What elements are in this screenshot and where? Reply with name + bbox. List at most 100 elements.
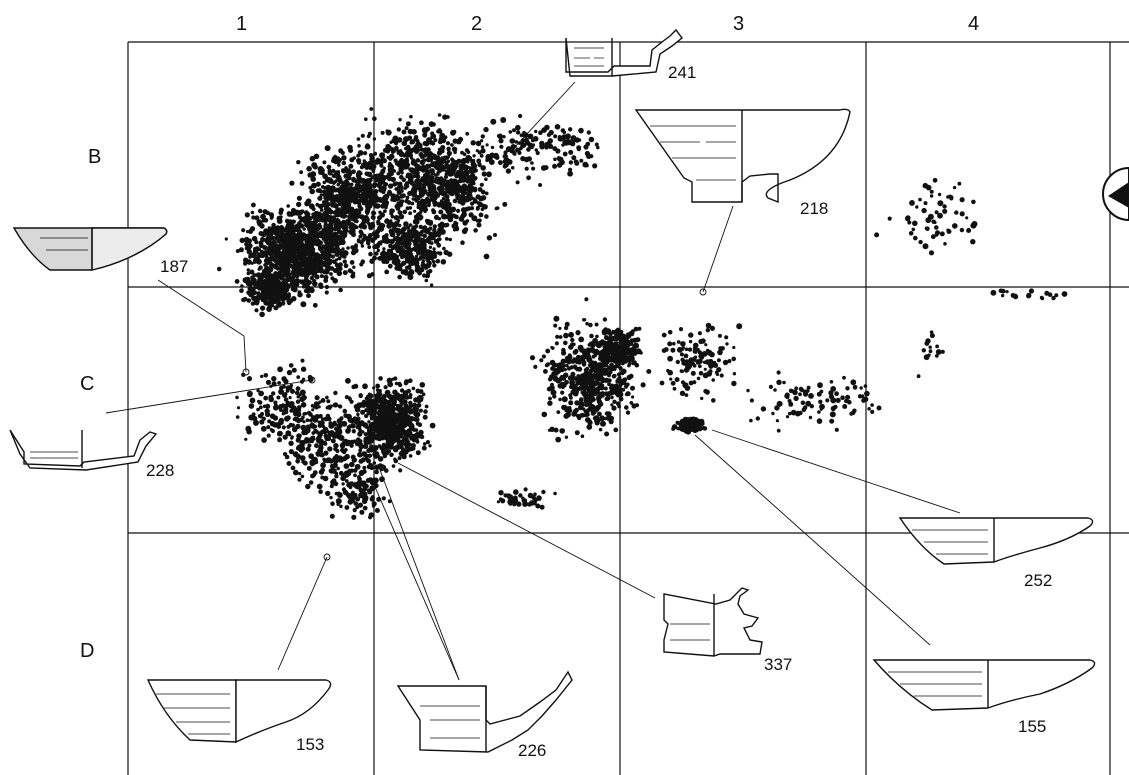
- find-spot: [366, 394, 370, 399]
- find-spot: [264, 408, 270, 414]
- find-spot: [732, 372, 737, 376]
- find-spot: [332, 421, 338, 427]
- find-spot: [333, 390, 338, 396]
- find-spot: [438, 188, 445, 195]
- find-spot: [353, 218, 358, 223]
- find-spot: [438, 209, 444, 215]
- find-spot: [408, 432, 412, 436]
- find-spot: [515, 130, 521, 135]
- find-spot: [371, 210, 376, 216]
- find-spot: [466, 160, 470, 164]
- find-spot: [352, 248, 357, 253]
- find-spot: [419, 159, 426, 166]
- find-spot: [389, 452, 394, 458]
- find-spot: [294, 261, 299, 266]
- find-spot: [445, 141, 451, 146]
- find-spot: [615, 392, 622, 398]
- find-spot: [394, 160, 400, 166]
- find-spot: [356, 424, 362, 430]
- find-spot: [367, 131, 372, 136]
- find-spot: [429, 241, 434, 246]
- find-spot: [425, 163, 430, 168]
- find-spot: [306, 212, 311, 217]
- find-spot: [369, 155, 375, 162]
- find-spot: [592, 163, 598, 169]
- find-spot: [416, 402, 422, 408]
- find-spot: [341, 160, 347, 166]
- find-spot: [279, 225, 283, 229]
- find-spot: [381, 442, 386, 447]
- find-spot: [391, 168, 396, 173]
- find-spot: [396, 149, 400, 153]
- find-spot: [399, 199, 404, 204]
- find-spot: [372, 173, 379, 180]
- find-spot: [604, 411, 610, 416]
- find-spot: [548, 396, 552, 401]
- find-spot: [709, 351, 715, 358]
- find-spot: [467, 192, 472, 197]
- find-spot: [367, 206, 371, 210]
- find-spot: [587, 420, 593, 426]
- find-spot: [295, 453, 302, 460]
- find-spot: [423, 147, 429, 153]
- find-spot: [281, 412, 285, 416]
- find-spot: [335, 498, 342, 505]
- find-spot: [568, 331, 574, 338]
- find-spot: [336, 270, 343, 277]
- find-spot: [358, 448, 363, 453]
- find-spot: [361, 451, 368, 457]
- find-spot: [422, 442, 427, 446]
- find-spot: [257, 208, 263, 214]
- find-spot: [619, 348, 625, 354]
- find-spot: [615, 329, 619, 334]
- find-spot: [334, 474, 339, 479]
- find-spot: [562, 135, 567, 141]
- find-spot: [252, 415, 258, 422]
- find-spot: [397, 274, 402, 280]
- find-spot: [379, 240, 383, 245]
- find-spot: [473, 168, 478, 173]
- find-spot: [480, 148, 486, 154]
- find-spot: [563, 332, 569, 339]
- find-spots: [216, 107, 1068, 520]
- find-spot: [587, 343, 592, 347]
- find-spot: [357, 144, 361, 148]
- find-spot: [440, 147, 445, 152]
- find-spot: [366, 458, 371, 464]
- find-spot: [563, 139, 570, 146]
- find-spot: [606, 330, 611, 335]
- find-spot: [359, 188, 363, 193]
- find-spot: [374, 393, 378, 398]
- find-spot: [344, 479, 349, 483]
- find-spot: [575, 330, 581, 336]
- find-spot: [497, 160, 503, 166]
- find-spot: [539, 358, 544, 363]
- find-spot: [344, 505, 350, 510]
- find-spot: [560, 358, 566, 364]
- find-spot: [736, 323, 743, 330]
- find-spot: [429, 196, 436, 202]
- find-spot: [515, 180, 520, 185]
- find-spot: [284, 259, 289, 264]
- find-spot: [605, 368, 610, 372]
- find-spot: [614, 337, 619, 342]
- find-spot: [586, 386, 591, 391]
- column-label-1: 1: [236, 13, 247, 35]
- find-spot: [413, 145, 417, 150]
- find-spot: [409, 270, 415, 275]
- find-spot: [441, 196, 446, 201]
- find-spot: [319, 274, 324, 279]
- find-spot: [593, 415, 600, 422]
- find-spot: [330, 185, 336, 192]
- find-spot: [550, 389, 557, 396]
- find-spot: [313, 401, 320, 407]
- find-spot: [357, 431, 363, 437]
- find-spot: [414, 178, 421, 185]
- find-spot: [336, 491, 341, 496]
- find-spot: [372, 386, 376, 390]
- find-spot: [374, 251, 379, 256]
- find-spot: [306, 424, 310, 429]
- find-spot: [373, 447, 377, 452]
- find-spot: [583, 144, 589, 150]
- find-spot: [238, 247, 244, 253]
